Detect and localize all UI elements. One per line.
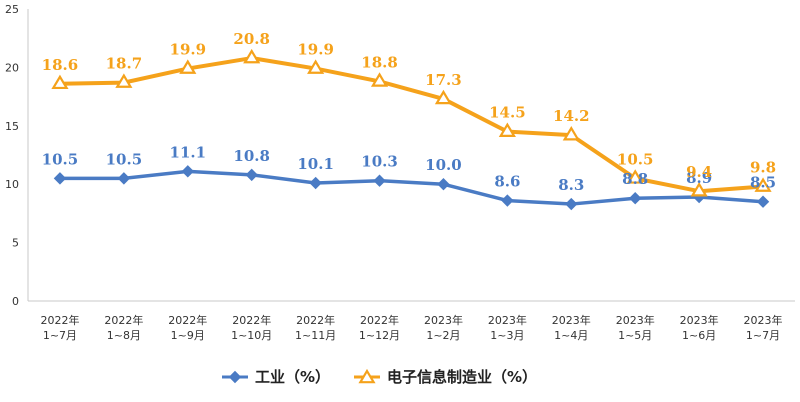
data-label: 14.5 [489,104,526,122]
data-label: 9.4 [686,163,712,181]
data-label: 11.1 [170,143,207,161]
series-1-marker [373,174,386,187]
legend: 工业（%） 电子信息制造业（%） [222,368,537,386]
x-tick-label: 2022年 1~7月 [40,313,79,342]
data-label: 8.8 [622,170,648,188]
series-1-marker [437,177,450,191]
data-labels: 10.5 10.5 11.1 10.8 10.1 10.3 10.0 8.6 8.3 8.8 8.9… [42,30,776,194]
data-label: 18.7 [106,55,143,73]
x-tick-label: 2023年 1~3月 [488,313,527,342]
data-label: 10.5 [42,150,79,168]
series-2-marker [370,72,389,87]
x-tick-label: 2023年 1~7月 [744,313,783,342]
y-tick-label: 0 [12,295,19,308]
series-2-marker [626,169,644,184]
series-1-marker [501,194,514,207]
series-line-1 [59,169,764,206]
series-1-marker [117,172,131,185]
x-tick-label: 2022年 1~9月 [168,313,207,342]
data-label: 10.8 [233,147,270,165]
data-label: 14.2 [553,107,590,125]
y-tick-label: 15 [5,120,19,133]
data-label: 19.9 [297,41,334,59]
y-axis-ticks: 0 5 10 15 20 25 [5,3,19,308]
series-1-marker [565,197,578,211]
data-label: 8.6 [494,173,520,191]
x-tick-label: 2022年 1~11月 [295,313,336,342]
legend-label: 工业（%） [255,368,330,386]
x-tick-label: 2023年 1~6月 [680,313,719,342]
y-tick-label: 25 [5,3,19,16]
series-1-marker [181,165,194,178]
series-2-marker [179,59,197,74]
series-2-marker [754,177,772,192]
series-2-marker [498,122,516,137]
data-label: 10.1 [297,155,334,173]
data-label: 10.0 [425,156,462,174]
series-1-marker [245,168,258,182]
series-2-marker [690,182,708,197]
x-tick-label: 2022年 1~8月 [104,313,143,342]
series-2-marker [51,74,69,90]
legend-marker [358,368,376,384]
x-tick-label: 2022年 1~10月 [231,313,272,342]
y-tick-label: 10 [5,178,19,191]
data-label: 10.3 [361,153,398,171]
axes [27,9,795,302]
legend-label: 电子信息制造业（%） [387,368,537,386]
series-2-marker [115,73,133,88]
x-tick-label: 2022年 1~12月 [359,313,400,342]
y-tick-label: 5 [12,237,19,250]
y-tick-label: 20 [5,61,19,74]
series-markers [51,48,772,211]
series-2-marker [562,125,580,141]
data-label: 8.3 [558,176,584,194]
series-1-marker [756,195,770,208]
series-1-marker [629,192,642,205]
x-axis-categories: 2022年 1~7月 2022年 1~8月 2022年 1~9月 2022年 1~10月 202… [40,313,782,342]
data-label: 18.8 [361,53,398,71]
x-tick-label: 2023年 1~2月 [424,313,463,342]
series-line-2 [59,56,764,194]
x-tick-label: 2023年 1~4月 [552,313,591,342]
series-2-marker [243,48,261,64]
series-lines [59,56,764,206]
series-1-marker [309,176,322,190]
data-label: 8.5 [750,174,776,192]
data-label: 20.8 [233,30,270,48]
series-1-marker [53,172,67,185]
data-label: 18.6 [42,56,79,74]
legend-marker [228,370,242,384]
data-label: 17.3 [425,71,462,89]
x-tick-label: 2023年 1~5月 [616,313,655,342]
data-label: 9.8 [750,159,776,177]
data-label: 8.9 [686,169,712,187]
data-label: 10.5 [617,150,654,168]
data-label: 19.9 [170,41,207,59]
series-2-marker [434,89,453,105]
series-2-marker [307,59,325,74]
data-label: 10.5 [106,150,143,168]
